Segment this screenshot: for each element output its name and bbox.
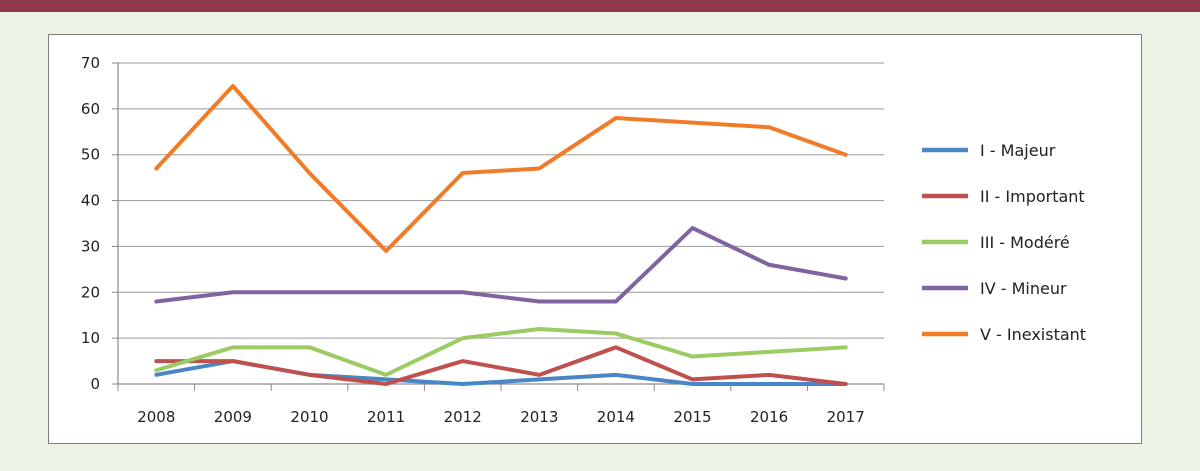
series-line-3 [154, 326, 848, 377]
y-tick-labels: 0 10 20 30 40 50 60 70 [81, 54, 100, 393]
legend-label: III - Modéré [980, 233, 1070, 252]
y-tick-label: 60 [81, 100, 100, 118]
y-tick-label: 20 [81, 283, 100, 301]
legend-label: I - Majeur [980, 141, 1056, 160]
x-tick-label: 2017 [827, 408, 865, 426]
top-accent-bar [0, 0, 1200, 12]
x-tick-label: 2012 [444, 408, 482, 426]
y-tick-label: 40 [81, 192, 100, 210]
gridlines [118, 62, 884, 339]
series-lines [154, 83, 848, 386]
x-tick-label: 2008 [137, 408, 175, 426]
x-tick-label: 2009 [214, 408, 252, 426]
legend-label: V - Inexistant [980, 325, 1086, 344]
y-tick-label: 0 [90, 375, 100, 393]
series-line-5 [154, 83, 848, 254]
series-line-4 [154, 226, 848, 304]
y-tick-label: 10 [81, 329, 100, 347]
x-tick-label: 2016 [750, 408, 788, 426]
y-tick-label: 30 [81, 237, 100, 255]
x-tick-label: 2015 [673, 408, 711, 426]
legend: I - Majeur II - Important III - Modéré IV -… [922, 141, 1086, 344]
x-tick-label: 2013 [520, 408, 558, 426]
x-tick-label: 2011 [367, 408, 405, 426]
y-tick-label: 70 [81, 54, 100, 72]
x-tick-label: 2014 [597, 408, 635, 426]
x-tick-labels: 2008 2009 2010 2011 2012 2013 2014 2015 2016 2017 [137, 408, 865, 426]
x-tick-label: 2010 [290, 408, 328, 426]
legend-label: II - Important [980, 187, 1085, 206]
y-tick-label: 50 [81, 146, 100, 164]
axes [112, 62, 885, 391]
legend-label: IV - Mineur [980, 279, 1067, 298]
series-line-2 [154, 345, 848, 386]
